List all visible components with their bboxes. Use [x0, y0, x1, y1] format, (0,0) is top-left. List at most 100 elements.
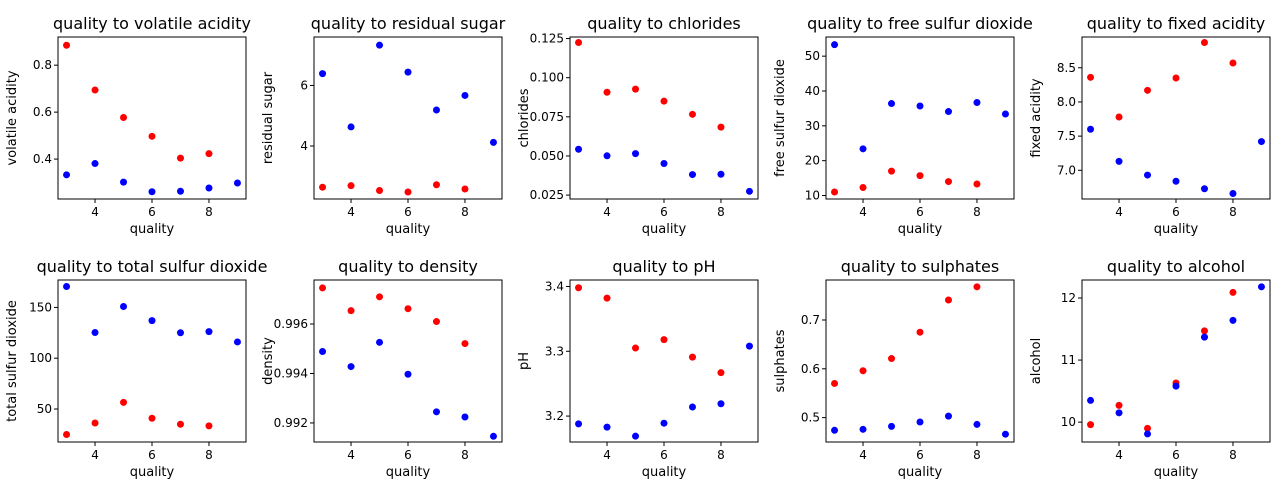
blue-series	[319, 338, 497, 440]
subplot-5: quality to fixed acidity quality fixed aci…	[1029, 14, 1271, 237]
x-tick-label: 6	[916, 448, 924, 462]
data-point	[859, 184, 867, 192]
data-point	[632, 432, 640, 440]
data-point	[148, 132, 156, 140]
data-point	[660, 97, 668, 105]
y-tick-label: 3.3	[545, 344, 564, 358]
data-point	[148, 414, 156, 422]
data-point	[916, 172, 924, 180]
x-tick-label: 4	[859, 205, 867, 219]
data-point	[91, 86, 99, 94]
data-point	[319, 347, 327, 355]
subplot-4: quality to free sulfur dioxide quality fre…	[773, 14, 1033, 237]
x-tick-label: 6	[660, 448, 668, 462]
x-tick-label: 4	[347, 205, 355, 219]
blue-series	[63, 283, 241, 346]
data-point	[1087, 125, 1095, 133]
data-point	[205, 422, 213, 430]
data-point	[1257, 138, 1265, 146]
subplot-title: quality to fixed acidity	[1087, 14, 1266, 33]
data-point	[916, 418, 924, 426]
x-tick-label: 6	[404, 448, 412, 462]
red-series	[1087, 38, 1237, 121]
data-point	[432, 408, 440, 416]
y-tick-label: 0.100	[530, 71, 564, 85]
plot-frame	[569, 36, 759, 200]
plot-frame	[569, 279, 759, 443]
data-point	[660, 336, 668, 344]
data-point	[859, 425, 867, 433]
x-tick-label: 6	[660, 205, 668, 219]
y-tick-label: 0.8	[33, 58, 52, 72]
y-tick-label: 0.5	[801, 411, 820, 425]
data-point	[376, 187, 384, 195]
red-series	[63, 398, 213, 438]
y-axis-label: residual sugar	[261, 71, 276, 164]
y-tick-label: 0.075	[530, 110, 564, 124]
data-point	[1257, 283, 1265, 291]
data-point	[688, 353, 696, 361]
y-axis-label: total sulfur dioxide	[5, 300, 20, 422]
x-tick-label: 8	[1229, 448, 1237, 462]
y-axis-label: chlorides	[517, 88, 532, 147]
x-axis-label: quality	[1154, 222, 1199, 237]
x-tick-label: 4	[859, 448, 867, 462]
data-point	[1200, 38, 1208, 46]
subplot-8: quality to pH quality pH 4 6 8 3.2 3.3 3.4	[517, 257, 759, 480]
x-tick-label: 8	[973, 205, 981, 219]
subplot-title: quality to pH	[612, 257, 715, 276]
y-axis-label: alcohol	[1029, 338, 1044, 384]
data-point	[1200, 327, 1208, 335]
data-point	[404, 370, 412, 378]
data-point	[944, 178, 952, 186]
data-point	[233, 338, 241, 346]
x-tick-label: 4	[91, 448, 99, 462]
red-series	[319, 284, 469, 348]
data-point	[91, 419, 99, 427]
x-axis-label: quality	[898, 222, 943, 237]
x-tick-label: 6	[916, 205, 924, 219]
y-tick-label: 0.6	[33, 105, 52, 119]
data-point	[575, 420, 583, 428]
y-axis-label: volatile acidity	[5, 70, 20, 165]
red-series	[1087, 288, 1237, 432]
y-tick-label: 20	[805, 154, 820, 168]
subplot-title: quality to residual sugar	[311, 14, 506, 33]
data-point	[1172, 177, 1180, 185]
y-tick-label: 7.5	[1057, 129, 1076, 143]
subplot-title: quality to volatile acidity	[53, 14, 251, 33]
plot-frame	[825, 279, 1015, 443]
blue-series	[1087, 125, 1265, 198]
x-tick-label: 6	[404, 205, 412, 219]
y-tick-label: 3.4	[545, 279, 564, 293]
y-tick-label: 4	[300, 139, 308, 153]
x-tick-label: 6	[148, 448, 156, 462]
data-point	[376, 338, 384, 346]
red-series	[831, 283, 981, 387]
data-point	[1115, 401, 1123, 409]
y-tick-label: 10	[805, 189, 820, 203]
data-point	[888, 167, 896, 175]
red-series	[575, 38, 725, 131]
data-point	[120, 398, 128, 406]
data-point	[1144, 424, 1152, 432]
x-tick-label: 4	[603, 448, 611, 462]
y-tick-label: 40	[805, 84, 820, 98]
data-point	[1144, 430, 1152, 438]
y-tick-label: 0.7	[801, 313, 820, 327]
y-tick-label: 7.0	[1057, 163, 1076, 177]
data-point	[717, 170, 725, 178]
y-tick-label: 100	[29, 351, 52, 365]
plot-frame	[57, 36, 247, 200]
x-axis-label: quality	[642, 465, 687, 480]
subplot-title: quality to free sulfur dioxide	[807, 14, 1033, 33]
subplot-3: quality to chlorides quality chlorides 4 6 8 0…	[517, 14, 759, 237]
data-point	[603, 423, 611, 431]
data-point	[688, 403, 696, 411]
y-tick-label: 11	[1061, 353, 1076, 367]
blue-series	[1087, 283, 1265, 438]
data-point	[432, 318, 440, 326]
data-point	[632, 344, 640, 352]
data-point	[176, 154, 184, 162]
x-tick-label: 8	[205, 205, 213, 219]
